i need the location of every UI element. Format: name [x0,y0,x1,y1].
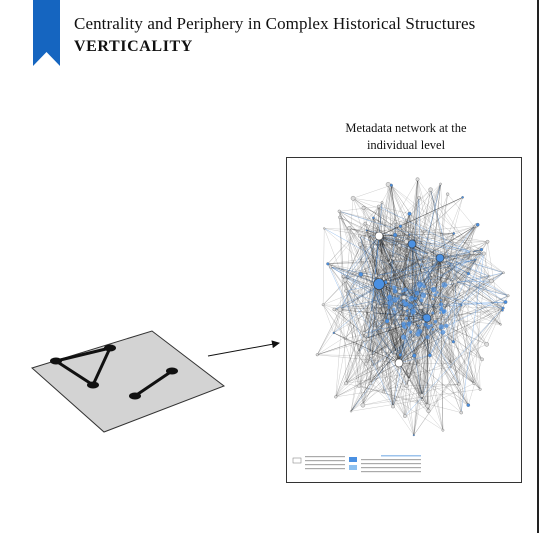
graph-nodes [50,344,178,400]
triangle-graph [54,346,112,387]
gray-plane [31,330,226,433]
segment-graph [133,369,174,398]
metadata-network-image [286,157,522,483]
slide-subtitle: VERTICALITY [74,38,193,55]
schematic-graph-plane [31,330,226,433]
network-caption: Metadata network at the individual level [326,120,486,154]
network-caption-line-2: individual level [366,138,446,152]
slide-title: Centrality and Periphery in Complex Hist… [74,14,476,33]
network-legend [292,455,421,473]
arrow-icon [207,340,280,357]
bookmark-ribbon-icon [33,0,60,66]
network-caption-line-1: Metadata network at the [345,121,467,135]
highlighted-cluster [387,281,449,340]
network-graph [292,177,510,473]
